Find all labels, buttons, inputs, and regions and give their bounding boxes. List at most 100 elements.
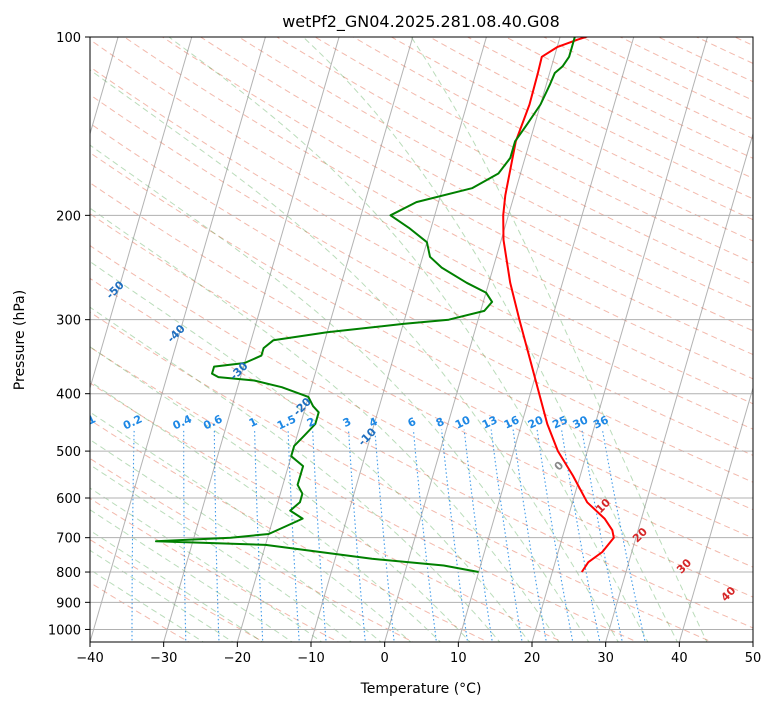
x-tick-label: 40 (671, 651, 688, 666)
dry-adiabat-label: -40 (165, 322, 188, 345)
mixing-ratio-line (183, 429, 187, 642)
moist-adiabat-line (410, 37, 708, 642)
mixing-ratio-line (412, 429, 437, 642)
mixing-ratio-line (82, 430, 88, 645)
dry-adiabat-line (90, 245, 753, 598)
x-tick-label: 0 (381, 651, 389, 666)
x-axis-label: Temperature (°C) (360, 681, 482, 697)
y-tick-label: 300 (56, 314, 81, 329)
dry-adiabat-label: -70 (0, 192, 5, 215)
y-tick-label: 100 (56, 31, 81, 46)
x-tick-label: −10 (297, 651, 324, 666)
mixing-ratio-line (131, 429, 135, 642)
isotherm-line (678, 386, 753, 642)
moist-adiabat-line (90, 380, 442, 642)
moist-adiabat-line (90, 69, 619, 642)
moist-adiabat-line (90, 306, 501, 642)
dry-adiabat-line (90, 457, 415, 642)
mixing-ratio-label: 25 (550, 413, 569, 431)
isotherm-line (90, 37, 119, 136)
mixing-ratio-line (347, 429, 366, 642)
isotherm-line (457, 37, 635, 642)
isotherm-line (531, 37, 708, 642)
dry-adiabat-line (581, 37, 753, 120)
dry-adiabat-line (237, 37, 753, 309)
moist-adiabat-line (302, 37, 678, 642)
mixing-ratio-label: 20 (526, 413, 546, 431)
y-tick-label: 200 (56, 209, 81, 224)
mixing-ratio-line (312, 429, 327, 642)
mixing-ratio-line (254, 429, 264, 642)
isotherm-line (163, 37, 340, 642)
mixing-ratio-label: 30 (571, 413, 591, 431)
mixing-ratio-line (374, 429, 395, 642)
isotherm-line (310, 37, 487, 642)
dry-adiabat-line (695, 37, 753, 64)
mixing-ratio-label: 1.5 (275, 412, 298, 432)
dry-adiabat-line (314, 37, 753, 264)
chart-title: wetPf2_GN04.2025.281.08.40.G08 (282, 12, 560, 32)
dry-adiabat-label: -60 (42, 235, 65, 258)
dry-adiabat-line (161, 37, 753, 356)
mixing-ratio-label: 0.1 (75, 412, 98, 432)
isotherm-line (236, 37, 414, 642)
moist-adiabat-label: 20 (630, 525, 650, 545)
dry-adiabat-line (744, 24, 775, 645)
mixing-ratio-label: 0.6 (201, 412, 224, 432)
y-tick-label: 600 (56, 492, 81, 507)
y-tick-label: 400 (56, 388, 81, 403)
temperature-profile (502, 37, 615, 573)
x-tick-label: 10 (450, 651, 467, 666)
dry-adiabat-line (90, 382, 564, 642)
mixing-ratio-label: 13 (480, 413, 499, 431)
mixing-ratio-label: 6 (406, 415, 419, 430)
isotherm-line (752, 640, 753, 642)
y-tick-label: 900 (56, 596, 81, 611)
mixing-ratio-label: 0.4 (171, 412, 194, 432)
dry-adiabat-line (275, 37, 753, 286)
moist-adiabat-label: 10 (593, 496, 613, 516)
mixing-ratio-line (287, 429, 300, 642)
y-tick-label: 500 (56, 445, 81, 460)
dry-adiabat-line (90, 66, 753, 430)
moist-adiabat-line (90, 411, 412, 642)
dry-adiabat-line (90, 419, 489, 642)
mixing-ratio-label: 36 (591, 413, 611, 431)
moist-adiabat-label: 40 (718, 584, 738, 604)
dry-adiabat-line (466, 37, 753, 179)
dry-adiabat-line (90, 122, 753, 483)
mixing-ratio-label: 10 (453, 413, 473, 431)
isotherm-line (605, 132, 753, 642)
mixing-ratio-label: 3 (341, 415, 353, 430)
dry-adiabat-line (199, 37, 753, 332)
dry-adiabat-line (90, 152, 753, 511)
y-axis-label: Pressure (hPa) (12, 290, 28, 390)
isotherm-line (90, 37, 266, 642)
dry-adiabat-line (352, 37, 753, 242)
moist-adiabat-line (90, 529, 264, 642)
dewpoint-profile (155, 37, 576, 573)
isotherm-line (384, 37, 561, 642)
x-tick-label: 50 (745, 651, 762, 666)
dry-adiabat-label: -50 (104, 278, 127, 301)
x-tick-label: 20 (524, 651, 541, 666)
moist-adiabat-line (90, 346, 471, 642)
x-tick-label: 30 (597, 651, 614, 666)
y-tick-label: 1000 (48, 623, 81, 638)
plot-frame (89, 36, 754, 643)
moist-adiabat-line (168, 37, 649, 642)
dry-adiabat-line (90, 311, 713, 642)
isotherm-line (90, 37, 193, 390)
y-tick-label: 700 (56, 532, 81, 547)
mixing-ratio-line (213, 429, 220, 642)
x-tick-label: −20 (224, 651, 251, 666)
dry-adiabat-line (90, 539, 265, 642)
moist-adiabat-line (90, 549, 234, 642)
x-tick-label: −30 (150, 651, 177, 666)
moist-adiabat-label: 30 (674, 556, 694, 576)
dry-adiabat-line (542, 37, 753, 140)
y-tick-label: 800 (56, 566, 81, 581)
dry-adiabat-line (390, 37, 753, 221)
x-tick-label: −40 (76, 651, 103, 666)
